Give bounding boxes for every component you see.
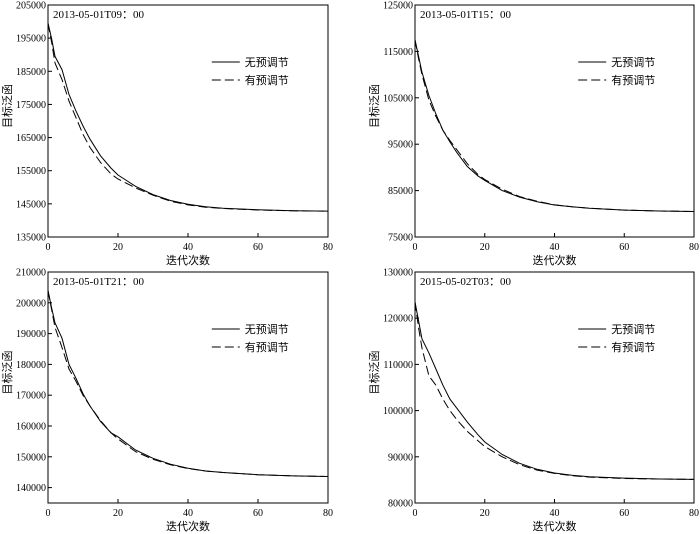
y-tick-label: 145000: [16, 199, 46, 210]
x-tick-label: 40: [550, 242, 560, 253]
series-line-with-preconditioning: [47, 290, 329, 477]
y-tick-label: 105000: [383, 93, 413, 104]
y-tick-label: 195000: [16, 34, 46, 45]
chart-panel-1: 0 20 40 60 80 135000 145000 155000 165000 175000 1…: [0, 1, 333, 268]
series-line-with-preconditioning: [414, 39, 695, 212]
y-tick-label: 95000: [388, 140, 413, 151]
y-tick-label: 160000: [16, 422, 46, 433]
x-tick-label: 80: [323, 242, 333, 253]
y-tick-label: 180000: [16, 360, 46, 371]
y-tick-label: 135000: [16, 233, 46, 244]
legend-label: 有预调节: [245, 340, 289, 354]
x-tick-label: 20: [480, 508, 490, 519]
x-tick-label: 40: [550, 508, 560, 519]
y-tick-label: 155000: [16, 166, 46, 177]
x-axis-label: 迭代次数: [166, 519, 210, 533]
x-tick-label: 60: [619, 508, 629, 519]
y-tick-label: 120000: [383, 314, 413, 325]
y-tick-label: 205000: [16, 1, 46, 12]
y-tick-label: 175000: [16, 100, 46, 111]
y-tick-label: 170000: [16, 391, 46, 402]
y-tick-label: 190000: [16, 329, 46, 340]
y-tick-label: 85000: [388, 186, 413, 197]
x-tick-label: 20: [113, 508, 123, 519]
x-tick-label: 80: [689, 242, 699, 253]
chart-panel-2: 0 20 40 60 80 75000 85000 95000 105000 115000 1250…: [367, 1, 699, 268]
legend-label: 有预调节: [611, 73, 655, 87]
legend-label: 无预调节: [611, 56, 655, 69]
y-tick-label: 200000: [16, 298, 46, 309]
y-tick-label: 140000: [16, 483, 46, 494]
y-tick-label: 90000: [388, 452, 413, 463]
series-line-with-preconditioning: [47, 23, 329, 212]
plot-frame: [414, 4, 695, 238]
panel-title: 2013-05-01T21：00: [53, 276, 145, 288]
y-axis-label: 目标泛函: [0, 84, 14, 128]
series-line-with-preconditioning: [414, 301, 695, 480]
panel-title: 2015-05-02T03：00: [420, 276, 512, 288]
y-tick-label: 210000: [16, 268, 46, 279]
x-tick-label: 0: [413, 508, 418, 519]
y-tick-label: 115000: [383, 47, 413, 58]
y-tick-label: 110000: [383, 360, 413, 371]
x-tick-label: 60: [253, 508, 263, 519]
series-line-without-preconditioning: [47, 290, 329, 477]
x-tick-label: 80: [323, 508, 333, 519]
x-tick-label: 40: [183, 242, 193, 253]
panel-title: 2013-05-01T15：00: [420, 9, 512, 21]
x-tick-label: 40: [183, 508, 193, 519]
x-tick-label: 60: [253, 242, 263, 253]
x-tick-label: 0: [46, 242, 51, 253]
x-axis-label: 迭代次数: [533, 519, 577, 533]
x-tick-label: 60: [619, 242, 629, 253]
y-tick-label: 100000: [383, 406, 413, 417]
chart-panel-3: 0 20 40 60 80 140000 150000 160000 170000 180000 1…: [0, 268, 333, 534]
panel-title: 2013-05-01T09：00: [53, 9, 145, 21]
y-tick-label: 150000: [16, 452, 46, 463]
legend-label: 无预调节: [245, 56, 289, 69]
legend-label: 无预调节: [611, 323, 655, 336]
legend-label: 有预调节: [611, 340, 655, 354]
y-axis-label: 目标泛函: [0, 351, 14, 395]
plot-frame: [47, 4, 329, 238]
legend-label: 有预调节: [245, 73, 289, 87]
y-tick-label: 80000: [388, 499, 413, 510]
chart-panel-4: 0 20 40 60 80 80000 90000 100000 110000 120000 130…: [367, 268, 699, 534]
x-tick-label: 80: [689, 508, 699, 519]
plot-frame: [414, 271, 695, 504]
y-tick-label: 75000: [388, 233, 413, 244]
y-tick-label: 185000: [16, 67, 46, 78]
y-axis-label: 目标泛函: [367, 351, 381, 395]
legend-label: 无预调节: [245, 323, 289, 336]
x-tick-label: 20: [113, 242, 123, 253]
series-line-without-preconditioning: [47, 23, 329, 212]
x-axis-label: 迭代次数: [533, 253, 577, 267]
x-tick-label: 20: [480, 242, 490, 253]
y-tick-label: 125000: [383, 1, 413, 12]
x-tick-label: 0: [46, 508, 51, 519]
y-tick-label: 165000: [16, 133, 46, 144]
x-axis-label: 迭代次数: [166, 253, 210, 267]
x-tick-label: 0: [413, 242, 418, 253]
y-axis-label: 目标泛函: [367, 84, 381, 128]
y-tick-label: 130000: [383, 268, 413, 279]
